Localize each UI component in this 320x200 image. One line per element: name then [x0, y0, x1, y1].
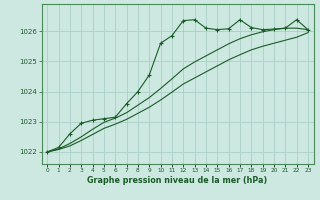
- X-axis label: Graphe pression niveau de la mer (hPa): Graphe pression niveau de la mer (hPa): [87, 176, 268, 185]
